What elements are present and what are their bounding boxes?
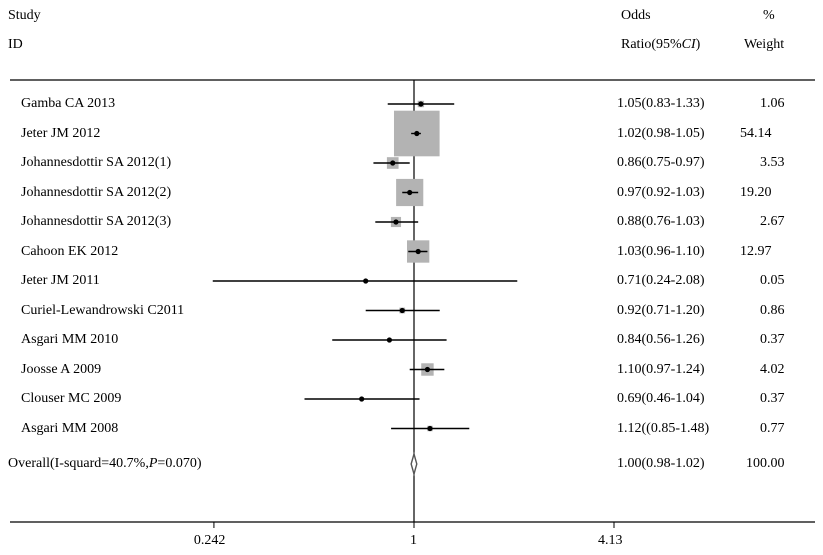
point-estimate bbox=[359, 396, 365, 402]
point-estimate bbox=[386, 337, 393, 343]
overall-label: Overall(I-squard=40.7%,P=0.070) bbox=[8, 456, 201, 472]
study-name: Johannesdottir SA 2012(2) bbox=[21, 184, 172, 200]
study-ci: 0.71(0.24-2.08) bbox=[617, 273, 705, 288]
study-ci: 0.86(0.75-0.97) bbox=[617, 155, 705, 170]
study-weight: 19.20 bbox=[740, 184, 772, 200]
study-name: Joosse A 2009 bbox=[21, 361, 102, 377]
study-name: Curiel-Lewandrowski C2011 bbox=[21, 302, 185, 318]
study-ci: 1.02(0.98-1.05) bbox=[617, 125, 705, 141]
study-name: Jeter JM 2011 bbox=[21, 273, 100, 288]
study-ci: 0.69(0.46-1.04) bbox=[617, 391, 705, 406]
study-weight: 3.53 bbox=[760, 155, 785, 170]
study-name: Johannesdottir SA 2012(3) bbox=[21, 214, 172, 229]
header-id-label: ID bbox=[8, 37, 23, 52]
study-ci: 1.12((0.85-1.48) bbox=[617, 420, 710, 436]
study-name: Gamba CA 2013 bbox=[21, 96, 116, 111]
point-estimate bbox=[414, 130, 420, 137]
point-estimate bbox=[390, 160, 396, 166]
study-name: Asgari MM 2010 bbox=[21, 332, 119, 347]
study-weight: 0.37 bbox=[760, 391, 785, 406]
point-estimate bbox=[399, 307, 405, 314]
point-estimate bbox=[363, 278, 369, 284]
study-weight: 0.05 bbox=[760, 273, 785, 288]
x-tick-label: 1 bbox=[410, 533, 417, 548]
header-or-label-2-prefix: Ratio(95% bbox=[621, 37, 682, 52]
study-name: Asgari MM 2008 bbox=[21, 420, 119, 436]
overall-weight: 100.00 bbox=[746, 456, 785, 471]
overall-diamond bbox=[410, 451, 418, 477]
overall-label-p: P bbox=[148, 456, 158, 471]
study-weight: 4.02 bbox=[760, 361, 785, 377]
x-tick-label: 4.13 bbox=[598, 533, 623, 548]
study-ci: 0.84(0.56-1.26) bbox=[617, 332, 705, 347]
overall-label-suffix: =0.070) bbox=[157, 456, 202, 471]
point-estimate bbox=[427, 425, 433, 432]
header-weight-label-1: % bbox=[763, 8, 775, 23]
study-weight: 1.06 bbox=[760, 96, 785, 111]
overall-label-prefix: Overall(I-squard=40.7%, bbox=[8, 456, 149, 471]
study-name: Cahoon EK 2012 bbox=[21, 243, 119, 259]
header-or-label-2-italic: CI bbox=[681, 37, 696, 52]
study-weight: 12.97 bbox=[740, 243, 772, 259]
study-name: Johannesdottir SA 2012(1) bbox=[21, 155, 172, 170]
point-estimate bbox=[418, 101, 424, 107]
study-ci: 0.92(0.71-1.20) bbox=[617, 302, 705, 318]
study-weight: 0.77 bbox=[760, 420, 785, 436]
point-estimate bbox=[424, 366, 431, 373]
study-name: Jeter JM 2012 bbox=[21, 125, 101, 141]
header-or-label-2-suffix: ) bbox=[695, 37, 701, 52]
study-weight: 0.86 bbox=[760, 302, 785, 318]
study-name: Clouser MC 2009 bbox=[21, 391, 122, 406]
study-ci: 1.05(0.83-1.33) bbox=[617, 96, 705, 111]
header-or-label-1: Odds bbox=[621, 8, 651, 23]
point-estimate bbox=[407, 189, 413, 196]
study-weight: 2.67 bbox=[760, 214, 785, 229]
study-ci: 1.10(0.97-1.24) bbox=[617, 361, 705, 377]
study-weight: 54.14 bbox=[740, 125, 772, 141]
study-ci: 0.97(0.92-1.03) bbox=[617, 184, 705, 200]
x-tick-label: 0.242 bbox=[193, 533, 226, 548]
study-ci: 1.03(0.96-1.10) bbox=[617, 243, 705, 259]
overall-ci: 1.00(0.98-1.02) bbox=[617, 456, 705, 471]
header-or-label-2: Ratio(95%CI) bbox=[621, 37, 700, 53]
header-weight-label-2: Weight bbox=[744, 37, 785, 52]
header-study-label: Study bbox=[8, 8, 41, 23]
point-estimate bbox=[393, 219, 399, 225]
point-estimate bbox=[415, 248, 421, 255]
study-ci: 0.88(0.76-1.03) bbox=[617, 214, 705, 229]
study-weight: 0.37 bbox=[760, 332, 785, 347]
